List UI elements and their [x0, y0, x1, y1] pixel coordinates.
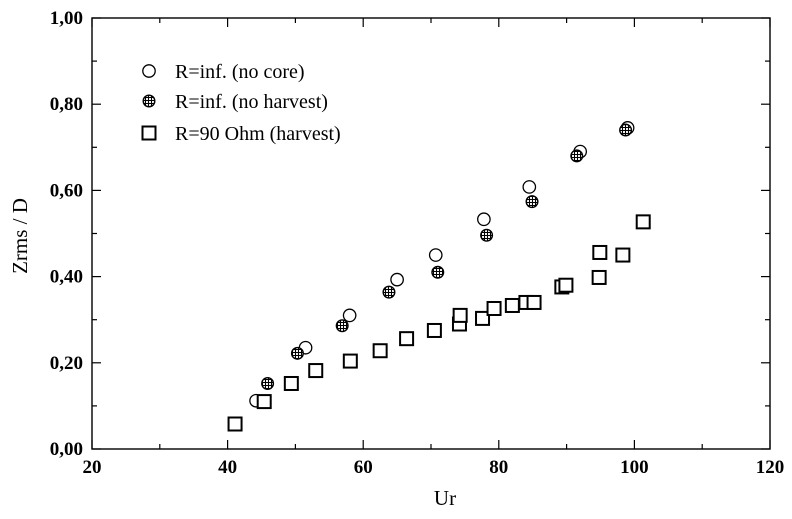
series-1 [249, 121, 635, 408]
y-tick-label: 0,60 [50, 180, 83, 201]
data-point [390, 272, 404, 287]
legend-marker [142, 94, 156, 108]
data-point [486, 300, 502, 316]
legend-label: R=inf. (no harvest) [175, 91, 328, 113]
legend-label: R=inf. (no core) [175, 61, 305, 83]
data-point [591, 269, 607, 285]
data-point [525, 195, 539, 209]
data-point [558, 277, 574, 293]
data-point [342, 308, 357, 323]
data-point [619, 123, 633, 137]
data-point [526, 294, 542, 310]
data-point [308, 363, 324, 379]
data-point [426, 322, 442, 338]
legend-marker [142, 64, 156, 78]
y-tick-label: 0,00 [50, 439, 83, 460]
x-axis-title: Ur [434, 486, 456, 510]
data-point [256, 394, 272, 410]
data-point [290, 346, 304, 360]
y-tick-label: 0,40 [50, 267, 83, 288]
y-tick-label: 0,80 [50, 94, 83, 115]
y-axis-title: Zrms / D [8, 198, 32, 274]
data-point [382, 285, 396, 299]
legend-label: R=90 Ohm (harvest) [175, 123, 341, 145]
data-point [477, 212, 491, 227]
data-point [283, 375, 299, 391]
data-point [475, 310, 491, 326]
data-point [227, 416, 243, 432]
data-point [261, 376, 275, 390]
data-point [615, 247, 631, 263]
y-tick-label: 0,20 [50, 353, 83, 374]
data-point [372, 343, 388, 359]
series-2 [261, 123, 633, 390]
data-point [428, 248, 443, 262]
legend: R=inf. (no core) R=inf. (no harvest) R=90 … [141, 61, 341, 145]
data-point [570, 149, 584, 163]
x-tick-label: 100 [620, 457, 649, 478]
legend-marker [141, 125, 157, 141]
data-point [431, 265, 445, 279]
data-point [335, 319, 349, 333]
data-point [452, 307, 468, 323]
x-tick-label: 120 [756, 457, 785, 478]
data-point [522, 180, 537, 194]
y-tick-label: 1,00 [50, 8, 83, 29]
data-point [635, 214, 651, 230]
data-point [504, 297, 520, 313]
x-tick-label: 20 [83, 457, 102, 478]
x-tick-label: 40 [218, 457, 237, 478]
axis-ticks-layer: 20 40 60 80 100 120 0,00 0,20 0,40 0,60 0,80 1,00 [50, 8, 785, 478]
data-points-layer [227, 121, 651, 432]
data-point [399, 331, 415, 347]
data-point [342, 353, 358, 369]
data-point [480, 228, 494, 242]
series-3 [227, 214, 651, 432]
x-tick-label: 60 [354, 457, 373, 478]
data-point [592, 244, 608, 260]
x-tick-label: 80 [489, 457, 508, 478]
